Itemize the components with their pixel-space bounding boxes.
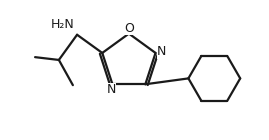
Text: N: N (106, 83, 116, 96)
Text: H₂N: H₂N (51, 18, 75, 32)
Text: O: O (124, 22, 134, 34)
Text: N: N (157, 45, 167, 58)
